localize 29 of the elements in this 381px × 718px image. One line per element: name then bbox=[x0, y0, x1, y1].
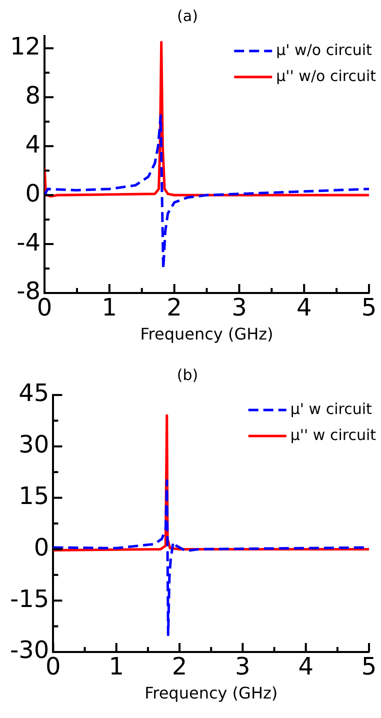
x-axis-title: Frequency (GHz) bbox=[140, 324, 274, 344]
y-tick-label: 0 bbox=[34, 533, 50, 562]
chart-title: (a) bbox=[177, 6, 198, 25]
y-tick-label: -15 bbox=[10, 584, 50, 613]
y-tick-label: 15 bbox=[18, 482, 50, 510]
y-tick-label: 30 bbox=[18, 430, 50, 459]
x-tick-label: 4 bbox=[296, 294, 312, 322]
y-tick-label: 12 bbox=[10, 32, 41, 60]
x-tick-label: 3 bbox=[232, 294, 247, 322]
legend-label: μ' w/o circuit bbox=[276, 40, 372, 59]
x-tick-label: 1 bbox=[102, 294, 118, 322]
y-tick-label: 45 bbox=[18, 379, 50, 408]
chart-title: (b) bbox=[176, 366, 198, 384]
x-tick-label: 2 bbox=[172, 652, 188, 681]
y-tick-label: 8 bbox=[25, 81, 41, 110]
y-tick-label: 4 bbox=[25, 130, 41, 158]
y-tick-label: -4 bbox=[16, 228, 41, 256]
x-tick-label: 2 bbox=[166, 294, 182, 322]
y-tick-label: 0 bbox=[25, 179, 41, 208]
x-tick-label: 4 bbox=[298, 652, 314, 681]
x-tick-label: 5 bbox=[361, 652, 377, 681]
legend-label: μ'' w circuit bbox=[290, 426, 376, 444]
x-tick-label: 1 bbox=[108, 652, 124, 681]
legend-label: μ' w circuit bbox=[290, 400, 372, 418]
x-tick-label: 5 bbox=[361, 294, 377, 322]
legend-label: μ'' w/o circuit bbox=[276, 66, 376, 85]
line-series bbox=[44, 114, 369, 270]
x-axis-title: Frequency (GHz) bbox=[144, 684, 278, 703]
x-tick-label: 3 bbox=[235, 652, 250, 681]
